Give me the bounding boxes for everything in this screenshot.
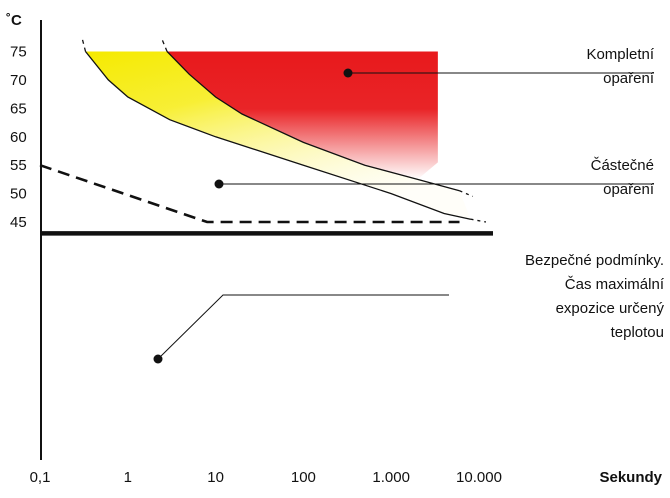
safe-condition-leader (158, 295, 449, 359)
x-tick-label: 0,1 (30, 469, 51, 486)
partial-scald-extension (82, 37, 86, 51)
y-tick-label: 55 (10, 157, 27, 174)
complete-scald-extension (161, 37, 167, 51)
y-tick-label: 45 (10, 214, 27, 231)
y-tick-label: 50 (10, 186, 27, 203)
y-axis-unit: ˚C (6, 12, 22, 29)
partial-scald-label: Částečné opaření (591, 157, 655, 198)
x-tick-label: 10 (207, 469, 224, 486)
y-tick-label: 70 (10, 72, 27, 89)
safe-condition-label: Bezpečné podmínky. Čas maximální expozice … (525, 252, 665, 341)
x-tick-label: 100 (291, 469, 316, 486)
x-tick-labels: 0,1 1 10 100 1.000 10.000 (30, 469, 502, 486)
x-tick-label: 10.000 (456, 469, 502, 486)
partial-scald-tail (470, 219, 485, 222)
x-tick-label: 1.000 (372, 469, 410, 486)
safe-condition-marker (154, 355, 163, 364)
x-tick-label: 1 (124, 469, 132, 486)
x-axis-unit: Sekundy (599, 469, 662, 486)
complete-scald-marker (344, 69, 353, 78)
y-tick-label: 60 (10, 129, 27, 146)
chart-areas (86, 52, 471, 220)
y-tick-label: 75 (10, 44, 27, 61)
partial-scald-marker (215, 180, 224, 189)
complete-scald-tail (460, 191, 473, 197)
complete-scald-label: Kompletní opaření (586, 46, 654, 87)
y-tick-labels: 45 50 55 60 65 70 75 (10, 44, 27, 232)
y-tick-label: 65 (10, 100, 27, 117)
